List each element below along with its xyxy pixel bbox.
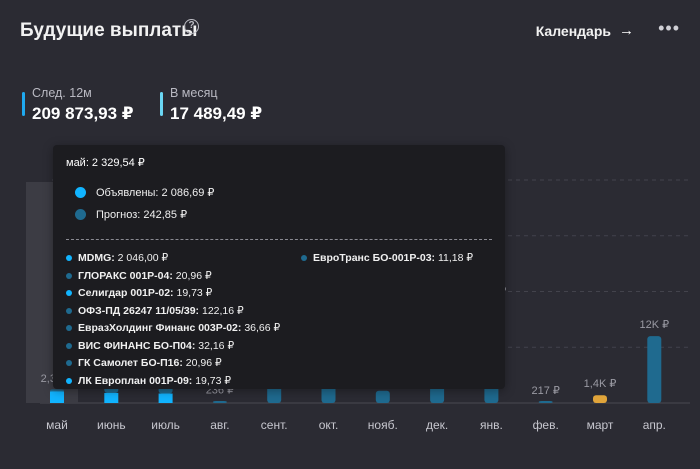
tooltip-month-total: май: 2 329,54 ₽: [66, 157, 145, 169]
tooltip-category-label: Объявлены: 2 086,69 ₽: [96, 187, 215, 199]
tooltip-item-value: 122,16 ₽: [199, 304, 244, 317]
declared-dot-icon: [75, 187, 86, 198]
tooltip-item-name: ВИС ФИНАНС БО-П04:: [78, 339, 196, 352]
tooltip-item-value: 19,73 ₽: [192, 374, 232, 387]
x-tick-label: апр.: [643, 418, 666, 432]
bar-declared-1[interactable]: [104, 392, 119, 403]
x-tick-label: янв.: [480, 418, 503, 432]
stat-per-month: В месяц 17 489,49 ₽: [160, 86, 262, 124]
page-title: Будущие выплаты: [20, 20, 198, 41]
x-tick-label: сент.: [261, 418, 288, 432]
declared-dot-icon: [66, 377, 72, 384]
x-tick-label: март: [587, 418, 614, 432]
tooltip-category-declared: Объявлены: 2 086,69 ₽: [75, 186, 214, 199]
tooltip-item-value: 2 046,00 ₽: [114, 252, 169, 264]
tooltip-item: ГЛОРАКС 001Р-04: 20,96 ₽: [66, 270, 212, 282]
chart-tooltip: май: 2 329,54 ₽ Объявлены: 2 086,69 ₽ Пр…: [53, 145, 505, 389]
tooltip-item: ВИС ФИНАНС БО-П04: 32,16 ₽: [66, 340, 234, 352]
forecast-dot-icon: [66, 342, 72, 349]
tooltip-item-value: 20,96 ₽: [182, 357, 222, 369]
bar-forecast-11[interactable]: [647, 336, 662, 403]
tooltip-item-value: 36,66 ₽: [241, 322, 281, 334]
tooltip-item-name: ГК Самолет БО-П16:: [78, 357, 183, 369]
bar-forecast-10[interactable]: [593, 395, 607, 403]
bar-forecast-0[interactable]: [50, 389, 64, 392]
bar-declared-0[interactable]: [50, 391, 64, 403]
x-tick-label: дек.: [426, 418, 448, 432]
tooltip-item-name: MDMG:: [78, 252, 115, 264]
x-tick-label: окт.: [319, 418, 339, 432]
bar-declared-2[interactable]: [158, 393, 173, 403]
tooltip-item: ЕвроТранс БО-001Р-03: 11,18 ₽: [301, 252, 473, 264]
x-tick-label: июнь: [97, 418, 126, 432]
bar-forecast-6[interactable]: [375, 390, 390, 403]
tooltip-item: ЛК Европлан 001Р-09: 19,73 ₽: [66, 375, 231, 387]
stat-accent-bar: [22, 92, 25, 116]
tooltip-item-value: 19,73 ₽: [173, 287, 213, 299]
tooltip-category-label: Прогноз: 242,85 ₽: [96, 209, 188, 221]
x-tick-label: нояб.: [368, 418, 398, 432]
stat-label: В месяц: [170, 86, 218, 100]
more-horizontal-icon[interactable]: •••: [658, 18, 680, 38]
x-tick-label: авг.: [210, 418, 229, 432]
arrow-right-icon: →: [619, 22, 634, 39]
tooltip-item-value: 32,16 ₽: [195, 339, 235, 352]
tooltip-item-name: Селигдар 001Р-02:: [78, 287, 174, 299]
tooltip-item: ОФЗ-ПД 26247 11/05/39: 122,16 ₽: [66, 305, 244, 317]
stat-value: 209 873,93 ₽: [32, 104, 134, 123]
stat-next-12-months: След. 12м 209 873,93 ₽: [22, 86, 134, 124]
tooltip-divider: [66, 239, 492, 240]
forecast-dot-icon: [66, 360, 72, 366]
declared-dot-icon: [66, 290, 72, 296]
forecast-dot-icon: [66, 307, 72, 314]
forecast-dot-icon: [301, 255, 307, 261]
tooltip-category-forecast: Прогноз: 242,85 ₽: [75, 208, 187, 221]
header: Будущие выплаты ? Календарь → •••: [20, 18, 680, 48]
tooltip-item-name: ЕвроТранс БО-001Р-03:: [313, 252, 436, 264]
forecast-dot-icon: [66, 325, 72, 331]
stat-label: След. 12м: [32, 86, 92, 100]
x-tick-label: фев.: [533, 418, 559, 432]
tooltip-item-value: 20,96 ₽: [172, 269, 212, 282]
forecast-dot-icon: [66, 272, 72, 279]
tooltip-item: Селигдар 001Р-02: 19,73 ₽: [66, 287, 212, 299]
tooltip-item: ЕвразХолдинг Финанс 003Р-02: 36,66 ₽: [66, 322, 280, 334]
tooltip-item-name: ОФЗ-ПД 26247 11/05/39:: [78, 304, 200, 317]
calendar-link-label: Календарь: [535, 22, 611, 39]
bar-forecast-3[interactable]: [212, 401, 227, 403]
tooltip-item-name: ЕвразХолдинг Финанс 003Р-02:: [78, 322, 242, 334]
x-tick-label: июль: [151, 418, 180, 432]
stat-value: 17 489,49 ₽: [170, 104, 263, 123]
tooltip-item-name: ЛК Европлан 001Р-09:: [78, 374, 193, 387]
bar-value-label: 12K ₽: [639, 319, 669, 331]
declared-dot-icon: [66, 255, 72, 261]
calendar-link[interactable]: Календарь →: [536, 22, 634, 39]
x-tick-label: май: [46, 418, 68, 432]
stat-accent-bar: [160, 92, 163, 116]
bar-value-label: 217 ₽: [531, 385, 559, 397]
forecast-dot-icon: [75, 209, 86, 220]
question-circle-icon[interactable]: ?: [184, 19, 199, 34]
tooltip-item-value: 11,18 ₽: [435, 252, 474, 264]
bar-value-label: 1,4K ₽: [584, 378, 617, 390]
tooltip-item: ГК Самолет БО-П16: 20,96 ₽: [66, 357, 222, 369]
tooltip-item-name: ГЛОРАКС 001Р-04:: [78, 269, 173, 282]
bar-forecast-9[interactable]: [538, 401, 553, 403]
tooltip-item: MDMG: 2 046,00 ₽: [66, 252, 168, 264]
